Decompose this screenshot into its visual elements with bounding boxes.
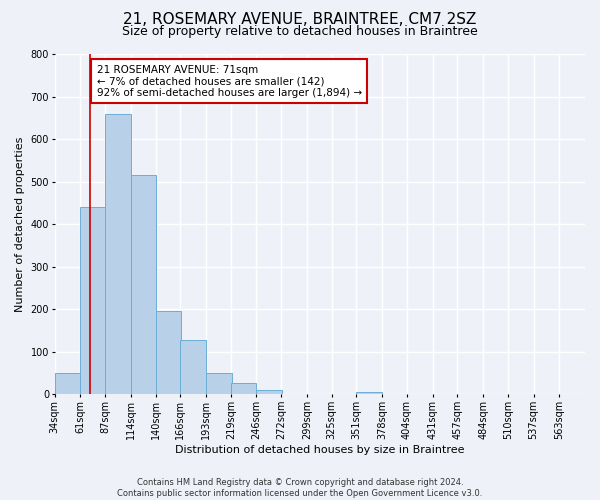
- Bar: [181, 340, 206, 394]
- Bar: [356, 392, 382, 394]
- Bar: [256, 390, 282, 394]
- Bar: [80, 207, 106, 394]
- Bar: [206, 373, 232, 394]
- Text: Contains HM Land Registry data © Crown copyright and database right 2024.
Contai: Contains HM Land Registry data © Crown c…: [118, 478, 482, 498]
- Bar: [131, 176, 157, 394]
- Bar: [55, 373, 80, 394]
- Bar: [155, 312, 181, 394]
- Text: 21, ROSEMARY AVENUE, BRAINTREE, CM7 2SZ: 21, ROSEMARY AVENUE, BRAINTREE, CM7 2SZ: [124, 12, 476, 28]
- Text: Size of property relative to detached houses in Braintree: Size of property relative to detached ho…: [122, 25, 478, 38]
- Bar: [231, 383, 256, 394]
- Bar: [105, 114, 131, 394]
- Text: 21 ROSEMARY AVENUE: 71sqm
← 7% of detached houses are smaller (142)
92% of semi-: 21 ROSEMARY AVENUE: 71sqm ← 7% of detach…: [97, 64, 362, 98]
- X-axis label: Distribution of detached houses by size in Braintree: Distribution of detached houses by size …: [175, 445, 464, 455]
- Y-axis label: Number of detached properties: Number of detached properties: [15, 136, 25, 312]
